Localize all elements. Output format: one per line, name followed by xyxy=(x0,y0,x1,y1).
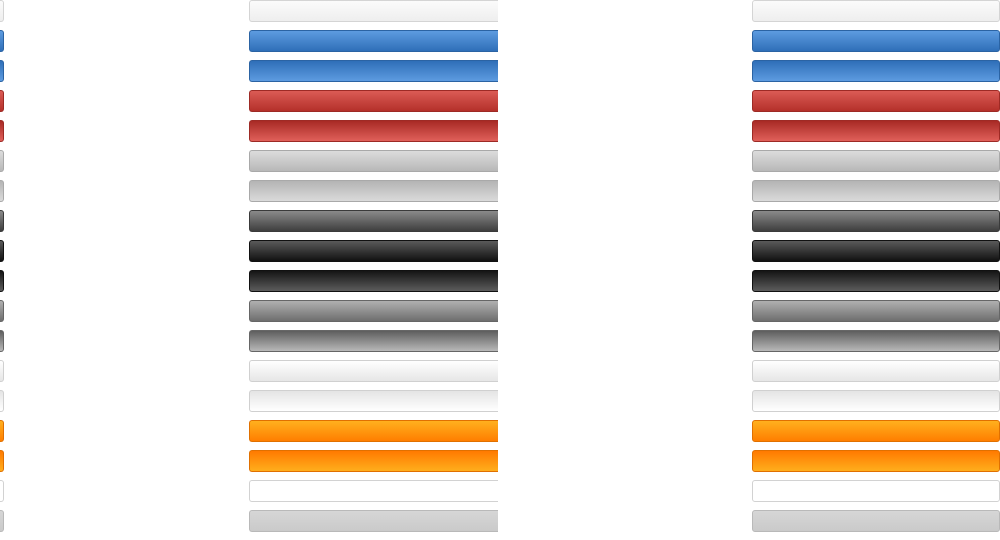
button-slice-mid-gray-right-cap xyxy=(0,300,4,322)
button-slice-black-right-cap xyxy=(0,240,4,262)
sprite-row-red xyxy=(0,90,1000,114)
button-slice-blue-left-cap xyxy=(249,30,498,52)
button-slice-blue-pressed-full xyxy=(752,60,1000,82)
button-slice-red-pressed-right-cap xyxy=(0,120,4,142)
sprite-row-plain-gray xyxy=(0,510,1000,534)
button-slice-plain-gray-right-cap xyxy=(0,510,4,532)
button-slice-blue-full xyxy=(752,30,1000,52)
button-slice-silver-pressed-left-cap xyxy=(249,180,498,202)
button-slice-white-full xyxy=(752,360,1000,382)
button-slice-plain-gray-left-cap xyxy=(249,510,498,532)
button-slice-plain-white-right-cap xyxy=(0,480,4,502)
button-slice-mid-gray-pressed-full xyxy=(752,330,1000,352)
button-slice-white-pressed-right-cap xyxy=(0,390,4,412)
sprite-row-silver xyxy=(0,150,1000,174)
sprite-row-mid-gray-pressed xyxy=(0,330,1000,354)
button-slice-dark-gray-right-cap xyxy=(0,210,4,232)
button-slice-blue-right-cap xyxy=(0,30,4,52)
button-slice-orange-left-cap xyxy=(249,420,498,442)
button-slice-silver-right-cap xyxy=(0,150,4,172)
button-slice-silver-left-cap xyxy=(249,150,498,172)
sprite-row-black xyxy=(0,240,1000,264)
button-slice-white-right-cap xyxy=(0,360,4,382)
button-slice-blue-pressed-right-cap xyxy=(0,60,4,82)
button-slice-red-full xyxy=(752,90,1000,112)
button-slice-red-right-cap xyxy=(0,90,4,112)
button-slice-plain-white-full xyxy=(752,480,1000,502)
sprite-row-white xyxy=(0,360,1000,384)
sprite-row-plain-white xyxy=(0,480,1000,504)
button-slice-silver-pressed-right-cap xyxy=(0,180,4,202)
sprite-row-blue-pressed xyxy=(0,60,1000,84)
button-slice-orange-pressed-full xyxy=(752,450,1000,472)
button-slice-black-full xyxy=(752,240,1000,262)
button-slice-dark-gray-left-cap xyxy=(249,210,498,232)
button-slice-orange-right-cap xyxy=(0,420,4,442)
button-slice-black-pressed-left-cap xyxy=(249,270,498,292)
button-slice-orange-pressed-right-cap xyxy=(0,450,4,472)
sprite-row-red-pressed xyxy=(0,120,1000,144)
button-slice-black-left-cap xyxy=(249,240,498,262)
button-slice-plain-white-left-cap xyxy=(249,480,498,502)
button-slice-black-pressed-full xyxy=(752,270,1000,292)
button-slice-light-gray-full xyxy=(752,0,1000,22)
button-slice-light-gray-right-cap xyxy=(0,0,4,22)
button-slice-white-left-cap xyxy=(249,360,498,382)
button-slice-silver-pressed-full xyxy=(752,180,1000,202)
button-slice-light-gray-left-cap xyxy=(249,0,498,22)
button-slice-mid-gray-full xyxy=(752,300,1000,322)
button-slice-white-pressed-left-cap xyxy=(249,390,498,412)
button-slice-red-left-cap xyxy=(249,90,498,112)
sprite-row-silver-pressed xyxy=(0,180,1000,204)
button-slice-plain-gray-full xyxy=(752,510,1000,532)
button-slice-mid-gray-pressed-left-cap xyxy=(249,330,498,352)
button-slice-silver-full xyxy=(752,150,1000,172)
button-slice-mid-gray-pressed-right-cap xyxy=(0,330,4,352)
button-slice-white-pressed-full xyxy=(752,390,1000,412)
button-slice-dark-gray-full xyxy=(752,210,1000,232)
sprite-row-orange-pressed xyxy=(0,450,1000,474)
button-slice-mid-gray-left-cap xyxy=(249,300,498,322)
button-slice-red-pressed-left-cap xyxy=(249,120,498,142)
sprite-row-orange xyxy=(0,420,1000,444)
sprite-row-blue xyxy=(0,30,1000,54)
sprite-row-dark-gray xyxy=(0,210,1000,234)
button-slice-orange-pressed-left-cap xyxy=(249,450,498,472)
sprite-row-mid-gray xyxy=(0,300,1000,324)
button-slice-black-pressed-right-cap xyxy=(0,270,4,292)
sprite-row-black-pressed xyxy=(0,270,1000,294)
sprite-row-light-gray xyxy=(0,0,1000,24)
sprite-row-white-pressed xyxy=(0,390,1000,414)
button-slice-red-pressed-full xyxy=(752,120,1000,142)
button-slice-blue-pressed-left-cap xyxy=(249,60,498,82)
button-slice-orange-full xyxy=(752,420,1000,442)
